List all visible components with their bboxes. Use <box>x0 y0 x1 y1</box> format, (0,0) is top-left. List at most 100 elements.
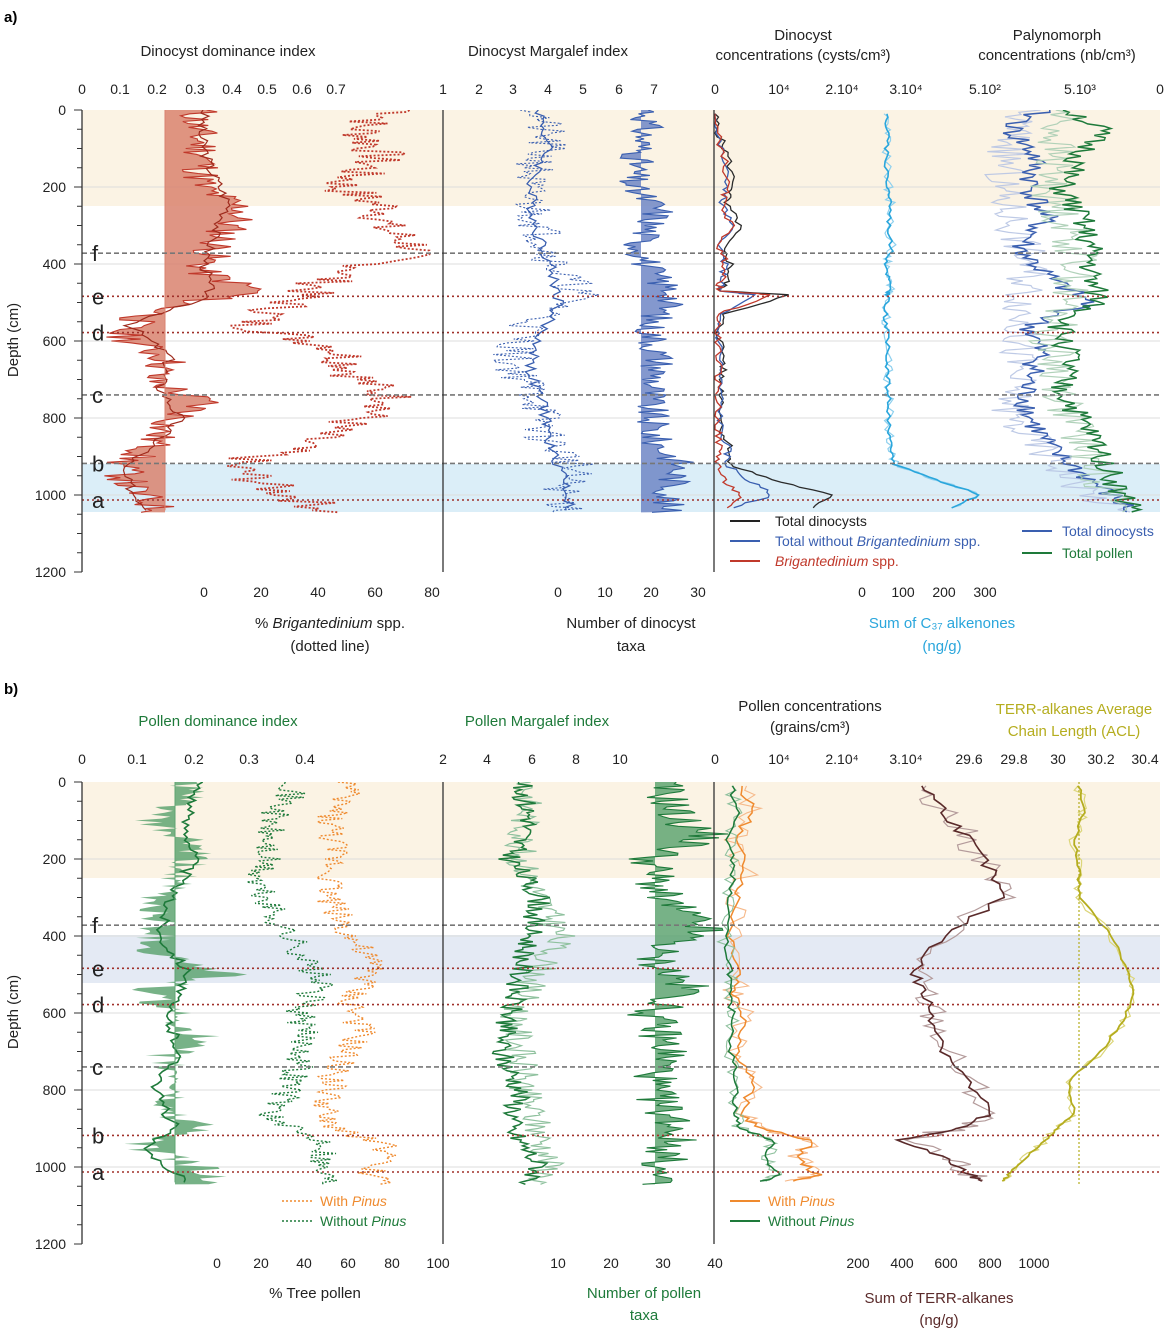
dominance-fill-a <box>104 110 261 513</box>
legend-total: Total dinocysts <box>775 513 867 529</box>
depth-tick-label: 200 <box>43 179 67 195</box>
depth-tick-label: 1000 <box>35 487 66 503</box>
tick: 0 <box>1156 81 1164 97</box>
tick: 5 <box>579 81 587 97</box>
tick: 40 <box>310 584 326 600</box>
legend-b-left: With Pinus Without Pinus <box>282 1193 406 1229</box>
palyno-dino-raw <box>984 110 1132 513</box>
tick: 6 <box>528 751 536 767</box>
tick: 0 <box>554 584 562 600</box>
tick: 0.4 <box>222 81 242 97</box>
depth-tick-label: 600 <box>43 1005 67 1021</box>
taxa-line-b <box>627 782 729 1185</box>
panel-a-label: a) <box>4 9 17 26</box>
tick: 0.3 <box>239 751 259 767</box>
tick: 10 <box>597 584 613 600</box>
depth-label-a: Depth (cm) <box>5 303 22 377</box>
tick: 0.5 <box>257 81 277 97</box>
legend-with-pinus: With Pinus <box>768 1193 835 1209</box>
title-conc-a-1: Dinocyst <box>774 27 832 44</box>
zones-b: fed c ba <box>82 913 1160 1185</box>
zone-label-f: f <box>92 913 99 938</box>
label-taxa-a-1: Number of dinocyst <box>566 615 696 632</box>
legend-palyno-dino: Total dinocysts <box>1062 523 1154 539</box>
tick: 1 <box>439 81 447 97</box>
depth-tick-label: 0 <box>58 102 66 118</box>
tick: 5.10² <box>969 81 1001 97</box>
depth-tick-label: 400 <box>43 928 67 944</box>
tick: 4 <box>544 81 552 97</box>
title-conc-a-2: concentrations (cysts/cm³) <box>715 47 890 64</box>
alkenones-line <box>882 113 980 509</box>
tick: 0.3 <box>185 81 205 97</box>
tick: 0.1 <box>110 81 130 97</box>
title-margalef-b: Pollen Margalef index <box>465 713 610 730</box>
zone-label-a: a <box>92 488 105 513</box>
tick: 3 <box>509 81 517 97</box>
title-conc-b-2: (grains/cm³) <box>770 719 850 736</box>
band-bottom-a <box>82 464 1160 512</box>
tick: 0 <box>78 751 86 767</box>
terr-line <box>893 785 1006 1182</box>
palyno-dino-line <box>1002 110 1134 513</box>
tick: 20 <box>253 584 269 600</box>
depth-tick-label: 0 <box>58 774 66 790</box>
legend-with-pinus-dotted: With Pinus <box>320 1193 387 1209</box>
tick: 2.10⁴ <box>825 81 858 97</box>
depth-tick-label: 800 <box>43 1082 67 1098</box>
top-ticks-b: 0 0.1 0.2 0.3 0.4 2 4 6 8 10 0 10⁴ 2.10⁴… <box>78 751 1159 767</box>
tick: 10 <box>550 1255 566 1271</box>
zone-label-c: c <box>92 1055 103 1080</box>
tick: 80 <box>424 584 440 600</box>
conc-line-2 <box>713 113 771 509</box>
tick: 60 <box>367 584 383 600</box>
band-bottom-b <box>82 935 1160 983</box>
taxa-fill-a <box>619 110 694 513</box>
label-briga-pct: % Brigantedinium spp. <box>255 615 405 632</box>
tick: 600 <box>934 1255 958 1271</box>
tick: 80 <box>384 1255 400 1271</box>
plot-area-a <box>104 110 1144 514</box>
tick: 29.6 <box>955 751 982 767</box>
bottom-ticks-a: 0 20 40 60 80 0 10 20 30 0 100 200 300 <box>200 584 997 600</box>
tick: 0 <box>711 81 719 97</box>
zone-label-c: c <box>92 383 103 408</box>
zones-a: fed c ba <box>82 241 1160 513</box>
dominance-fill-b <box>124 782 248 1185</box>
legend-without-pinus-dotted: Without Pinus <box>320 1213 406 1229</box>
title-dominance-a: Dinocyst dominance index <box>140 43 316 60</box>
tick: 3.10⁴ <box>889 751 922 767</box>
tick: 60 <box>340 1255 356 1271</box>
label-taxa-a-2: taxa <box>617 638 646 655</box>
tick: 0 <box>711 751 719 767</box>
depth-tick-label: 400 <box>43 256 67 272</box>
label-terr-1: Sum of TERR-alkanes <box>865 1290 1014 1307</box>
tick: 0.6 <box>292 81 312 97</box>
tick: 6 <box>615 81 623 97</box>
legend-without: Total without Brigantedinium spp. <box>775 533 980 549</box>
legend-without-pinus: Without Pinus <box>768 1213 854 1229</box>
title-margalef-a: Dinocyst Margalef index <box>468 43 629 60</box>
zone-label-d: d <box>92 321 104 346</box>
title-conc-b-1: Pollen concentrations <box>738 698 881 715</box>
tick: 10⁴ <box>768 751 790 767</box>
tree-pollen-with-dotted <box>313 782 397 1185</box>
title-palyno-a-2: concentrations (nb/cm³) <box>978 47 1136 64</box>
tick: 1000 <box>1018 1255 1049 1271</box>
gridlines-b <box>82 858 1160 1168</box>
tick: 0 <box>858 584 866 600</box>
depth-tick-label: 1200 <box>35 564 66 580</box>
dominance-smooth-a <box>122 110 231 511</box>
label-taxa-b-1: Number of pollen <box>587 1285 701 1302</box>
tick: 0.2 <box>147 81 167 97</box>
depth-axis-a: 0 200 400 600 800 1000 1200 Depth (cm) <box>5 102 83 580</box>
tick: 40 <box>707 1255 723 1271</box>
tree-pollen-without-dotted <box>246 782 338 1185</box>
acl-line <box>1001 785 1135 1182</box>
zone-label-f: f <box>92 241 99 266</box>
label-alkenones-2: (ng/g) <box>922 638 961 655</box>
label-tree-pollen: % Tree pollen <box>269 1285 361 1302</box>
depth-label-b: Depth (cm) <box>5 975 22 1049</box>
tick: 0 <box>78 81 86 97</box>
